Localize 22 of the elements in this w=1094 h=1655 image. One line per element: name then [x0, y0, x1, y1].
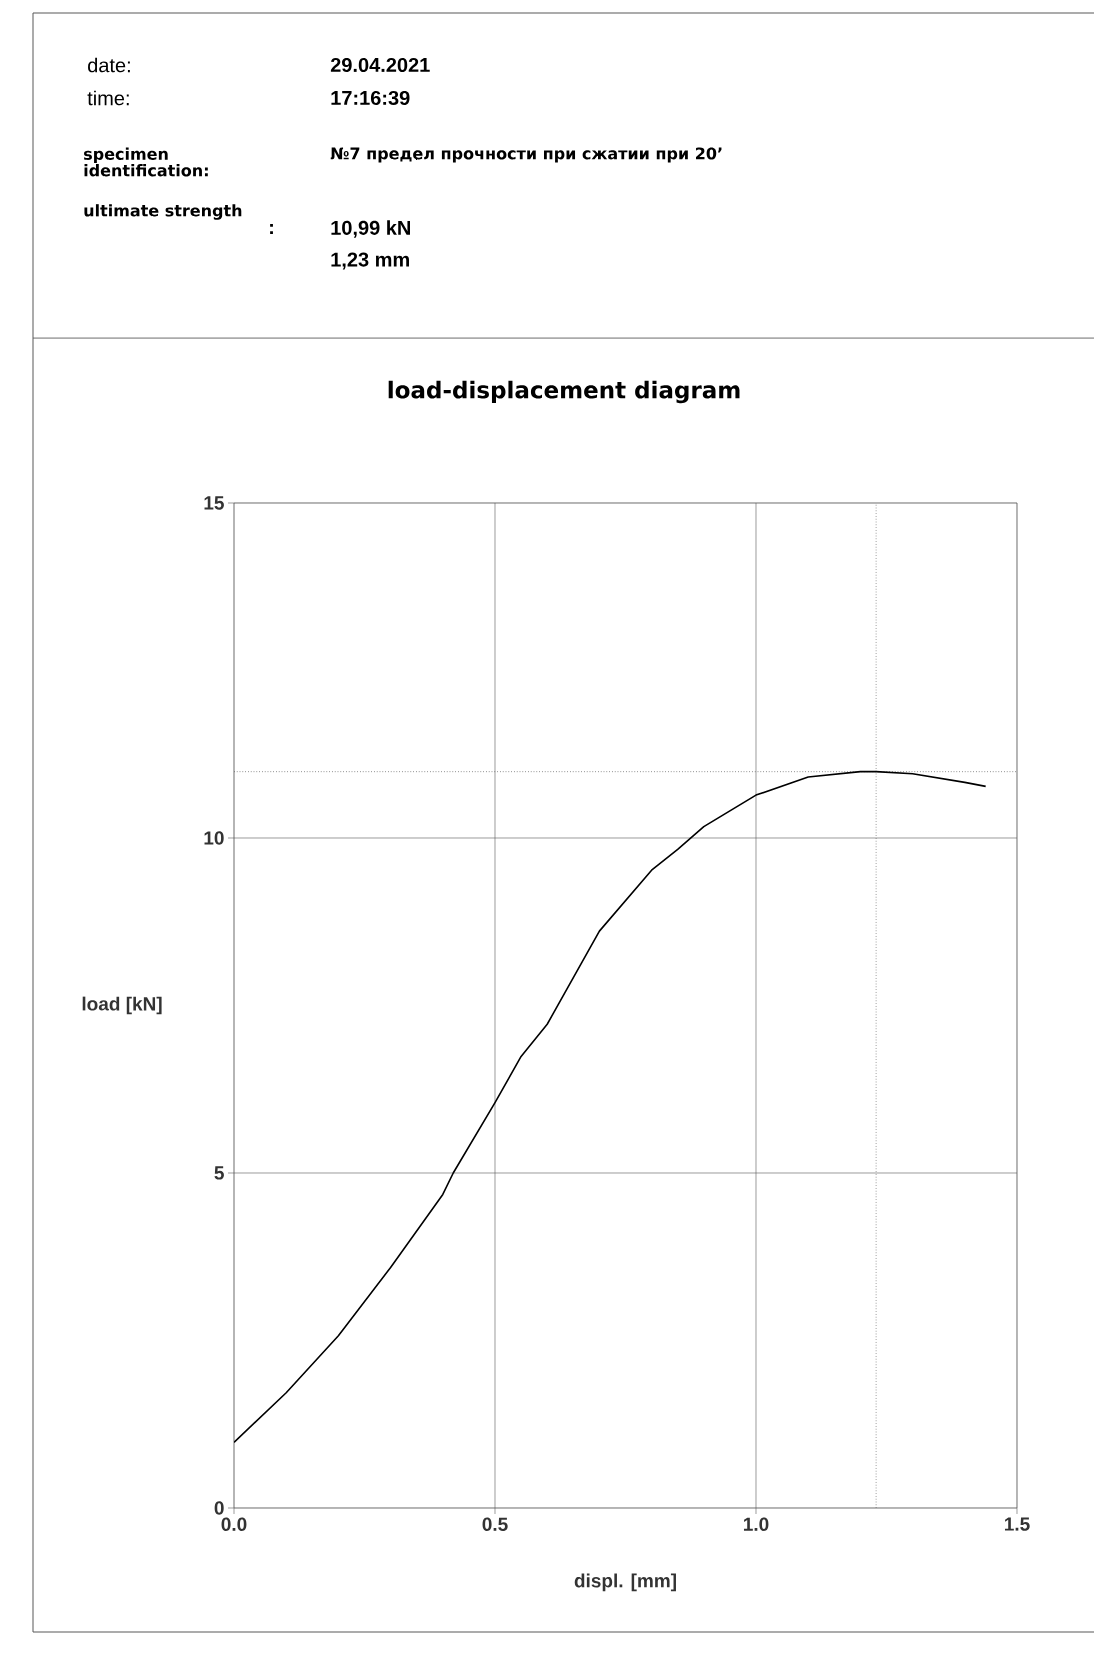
x-tick-label: 1.0: [743, 1517, 769, 1531]
text: 10,99 kN: [331, 220, 410, 238]
y-tick-label: 15: [204, 496, 224, 510]
x-tick-label: 1.5: [1004, 1517, 1030, 1531]
chart-title: load-displacement diagram: [388, 380, 740, 404]
y-axis-title: load [kN]: [82, 996, 162, 1015]
y-tick-label: 10: [204, 831, 224, 845]
text: specimen identification:: [84, 147, 208, 177]
x-tick-label: 0.5: [482, 1517, 508, 1531]
text: 1,23 mm: [331, 252, 409, 270]
x-tick-label: 0.0: [221, 1517, 247, 1531]
y-tick-label: 5: [214, 1166, 224, 1180]
text: time:: [87, 90, 129, 106]
text: №7 предел прочности при сжатии при 20’: [330, 147, 722, 163]
y-tick-label: 0: [214, 1501, 224, 1515]
x-axis-title: displ. [mm]: [574, 1573, 676, 1592]
text: 17:16:39: [331, 90, 410, 106]
line-series: [234, 770, 987, 1444]
text: :: [270, 223, 273, 235]
text: 29.04.2021: [330, 57, 430, 73]
text: date:: [88, 57, 130, 73]
text: ultimate strength: [84, 204, 242, 220]
